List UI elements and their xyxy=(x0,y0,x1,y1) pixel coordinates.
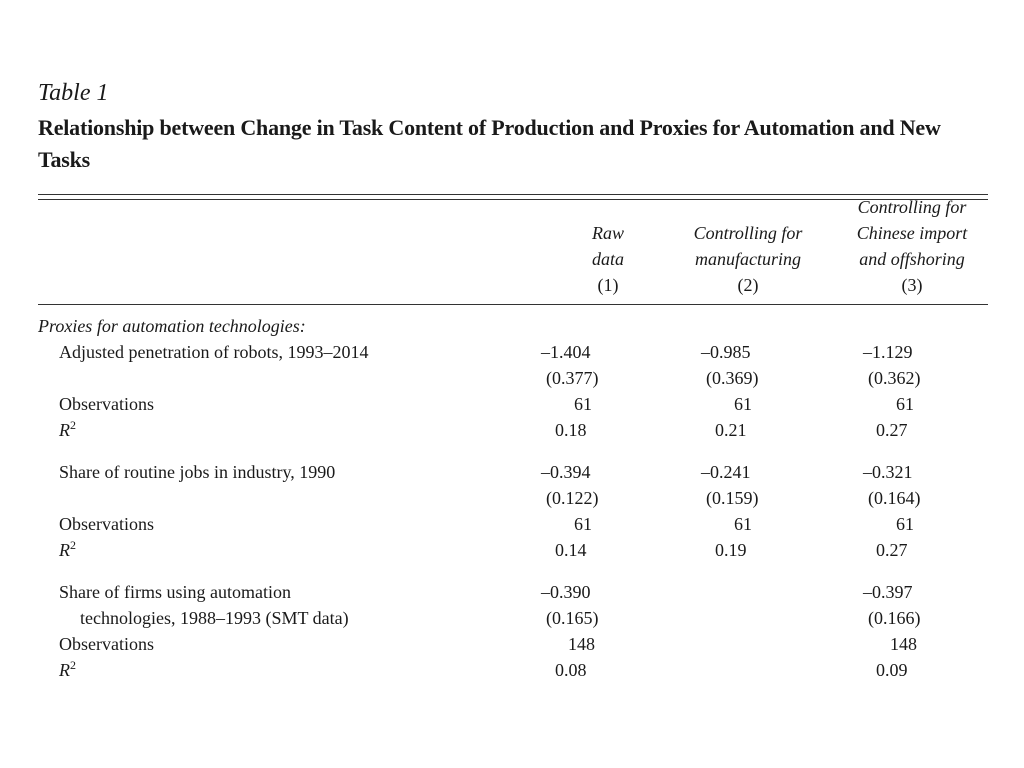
coef-cell: –0.394 xyxy=(541,462,591,482)
table-row-r2: R2 0.08 0.09 xyxy=(38,657,988,683)
r2-cell: 0.09 xyxy=(876,660,908,680)
column-number: (3) xyxy=(901,275,923,295)
row-label: Share of firms using automation xyxy=(59,582,291,602)
r2-cell: 0.27 xyxy=(876,420,908,440)
table-row-r2: R2 0.18 0.21 0.27 xyxy=(38,417,988,443)
se-cell: (0.369) xyxy=(706,368,759,388)
se-cell: (0.377) xyxy=(546,368,599,388)
table-row-r2: R2 0.14 0.19 0.27 xyxy=(38,537,988,563)
r2-cell: 0.08 xyxy=(555,660,587,680)
coef-cell: –0.985 xyxy=(701,342,751,362)
row-label: R2 xyxy=(59,657,76,683)
coef-cell: –0.397 xyxy=(863,582,913,602)
se-cell: (0.122) xyxy=(546,488,599,508)
column-header-line: Chinese import xyxy=(856,223,968,243)
column-header-line: and offshoring xyxy=(859,249,965,269)
r2-symbol: R xyxy=(59,420,70,440)
column-header-line: data xyxy=(591,249,624,269)
obs-cell: 61 xyxy=(896,394,914,414)
se-cell: (0.165) xyxy=(546,608,599,628)
row-label: Observations xyxy=(59,634,154,654)
spacer xyxy=(38,563,988,579)
table-row-coef: Share of routine jobs in industry, 1990 … xyxy=(38,459,988,485)
r2-superscript: 2 xyxy=(70,658,76,672)
coef-cell: –0.241 xyxy=(701,462,751,482)
obs-cell: 61 xyxy=(896,514,914,534)
table-header: Raw data (1) Controlling for manufacturi… xyxy=(38,197,988,304)
table-row-se: technologies, 1988–1993 (SMT data) (0.16… xyxy=(38,605,988,631)
se-cell: (0.362) xyxy=(868,368,921,388)
table-row-se: (0.377) (0.369) (0.362) xyxy=(38,365,988,391)
table-title: Relationship between Change in Task Cont… xyxy=(38,115,941,172)
table-row-obs: Observations 148 148 xyxy=(38,631,988,657)
obs-cell: 148 xyxy=(890,634,917,654)
coef-cell: –1.404 xyxy=(541,342,591,362)
se-cell: (0.159) xyxy=(706,488,759,508)
se-cell: (0.164) xyxy=(868,488,921,508)
column-header-3: Controlling for Chinese import and offsh… xyxy=(841,197,983,298)
table-body: Proxies for automation technologies: Adj… xyxy=(38,305,988,683)
column-header-line: manufacturing xyxy=(695,249,801,269)
r2-superscript: 2 xyxy=(70,418,76,432)
table-row-se: (0.122) (0.159) (0.164) xyxy=(38,485,988,511)
se-cell: (0.166) xyxy=(868,608,921,628)
r2-symbol: R xyxy=(59,540,70,560)
section-header-row: Proxies for automation technologies: xyxy=(38,313,988,339)
top-double-rule xyxy=(38,194,988,200)
coef-cell: –1.129 xyxy=(863,342,913,362)
column-header-1: Raw data (1) xyxy=(558,200,658,298)
obs-cell: 61 xyxy=(574,394,592,414)
row-label: Observations xyxy=(59,394,154,414)
r2-cell: 0.18 xyxy=(555,420,587,440)
r2-symbol: R xyxy=(59,660,70,680)
row-label: Adjusted penetration of robots, 1993–201… xyxy=(59,342,369,362)
table-label: Table 1 xyxy=(38,80,109,106)
row-label: R2 xyxy=(59,417,76,443)
row-label: Share of routine jobs in industry, 1990 xyxy=(59,462,336,482)
row-label: Observations xyxy=(59,514,154,534)
header-rule xyxy=(38,304,988,305)
regression-table: Raw data (1) Controlling for manufacturi… xyxy=(38,197,988,683)
obs-cell: 61 xyxy=(734,394,752,414)
column-header-line: Controlling for xyxy=(857,197,967,217)
r2-cell: 0.14 xyxy=(555,540,587,560)
table-row-obs: Observations 61 61 61 xyxy=(38,511,988,537)
column-header-2: Controlling for manufacturing (2) xyxy=(680,200,816,298)
column-number: (1) xyxy=(597,275,619,295)
r2-cell: 0.27 xyxy=(876,540,908,560)
table-row-coef: Share of firms using automation –0.390 –… xyxy=(38,579,988,605)
spacer xyxy=(38,443,988,459)
column-header-line: Controlling for xyxy=(693,223,803,243)
row-label: R2 xyxy=(59,537,76,563)
coef-cell: –0.321 xyxy=(863,462,913,482)
obs-cell: 148 xyxy=(568,634,595,654)
obs-cell: 61 xyxy=(574,514,592,534)
r2-cell: 0.21 xyxy=(715,420,747,440)
obs-cell: 61 xyxy=(734,514,752,534)
r2-superscript: 2 xyxy=(70,538,76,552)
table-row-obs: Observations 61 61 61 xyxy=(38,391,988,417)
table-row-coef: Adjusted penetration of robots, 1993–201… xyxy=(38,339,988,365)
column-header-line: Raw xyxy=(591,223,624,243)
r2-cell: 0.19 xyxy=(715,540,747,560)
section-header: Proxies for automation technologies: xyxy=(38,316,306,336)
row-label-continuation: technologies, 1988–1993 (SMT data) xyxy=(80,608,349,628)
column-number: (2) xyxy=(737,275,759,295)
coef-cell: –0.390 xyxy=(541,582,591,602)
table-figure: Table 1 Relationship between Change in T… xyxy=(38,78,988,683)
